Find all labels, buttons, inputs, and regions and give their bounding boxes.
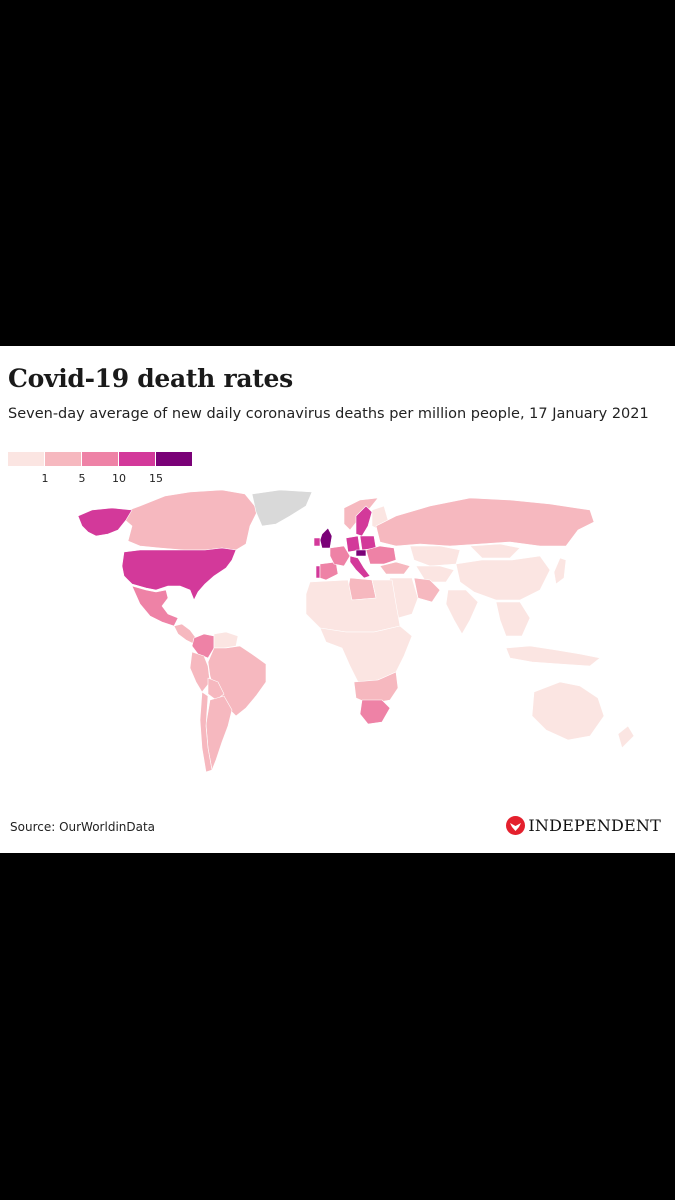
legend-tick-10: 10 bbox=[112, 472, 126, 485]
map-region-canada bbox=[117, 489, 259, 551]
map-region-new-zealand bbox=[617, 725, 635, 749]
color-legend: 1 5 10 15 bbox=[8, 452, 198, 485]
map-region-united-kingdom bbox=[319, 527, 333, 549]
chart-subtitle: Seven-day average of new daily coronavir… bbox=[8, 406, 649, 422]
map-region-mongolia bbox=[469, 543, 521, 559]
eagle-logo-icon bbox=[506, 816, 526, 835]
map-region-southern-africa bbox=[353, 671, 399, 705]
legend-swatch-10-15 bbox=[119, 452, 155, 466]
map-region-north-africa bbox=[305, 579, 401, 633]
legend-tick-15: 15 bbox=[149, 472, 163, 485]
legend-tick-5: 5 bbox=[78, 472, 86, 485]
map-region-chile bbox=[199, 691, 213, 773]
map-region-france bbox=[329, 545, 351, 567]
map-region-ireland bbox=[313, 537, 321, 547]
map-region-central-america bbox=[173, 623, 197, 645]
map-region-peru bbox=[189, 651, 211, 693]
map-region-united-states bbox=[121, 547, 237, 601]
map-region-libya bbox=[347, 577, 377, 601]
publisher-name: INDEPENDENT bbox=[528, 816, 661, 835]
world-map bbox=[77, 489, 635, 773]
map-region-iran bbox=[413, 577, 441, 603]
map-region-turkey bbox=[379, 561, 411, 575]
map-region-japan bbox=[553, 557, 567, 585]
map-region-kazakhstan bbox=[409, 545, 461, 567]
legend-swatch-above-15 bbox=[156, 452, 192, 466]
chart-title: Covid-19 death rates bbox=[8, 364, 293, 393]
map-region-india bbox=[445, 589, 479, 635]
map-region-eastern-europe bbox=[365, 545, 397, 565]
legend-tick-1: 1 bbox=[41, 472, 49, 485]
map-region-spain bbox=[319, 561, 339, 581]
map-region-italy bbox=[349, 555, 371, 579]
map-region-portugal bbox=[315, 565, 321, 579]
map-region-greenland bbox=[251, 489, 313, 527]
map-region-sweden bbox=[355, 505, 373, 537]
map-region-alaska bbox=[77, 507, 133, 537]
map-region-colombia bbox=[191, 633, 215, 659]
legend-swatch-below-1 bbox=[8, 452, 44, 466]
legend-swatch-1-5 bbox=[45, 452, 81, 466]
map-region-south-africa bbox=[359, 699, 391, 725]
map-region-sub-saharan-africa bbox=[319, 625, 413, 683]
legend-swatch-5-10 bbox=[82, 452, 118, 466]
map-region-mexico bbox=[131, 585, 179, 627]
map-region-czechia bbox=[355, 549, 367, 557]
map-region-china bbox=[455, 555, 551, 601]
publisher-logo: INDEPENDENT bbox=[506, 816, 661, 835]
map-region-russia bbox=[375, 497, 595, 547]
map-region-indonesia bbox=[505, 645, 601, 667]
map-region-australia bbox=[531, 681, 605, 741]
map-region-southeast-asia bbox=[495, 601, 531, 637]
map-region-germany bbox=[345, 535, 361, 553]
map-region-venezuela bbox=[213, 631, 239, 649]
chart-card: Covid-19 death rates Seven-day average o… bbox=[0, 346, 675, 853]
source-note: Source: OurWorldinData bbox=[10, 820, 156, 834]
